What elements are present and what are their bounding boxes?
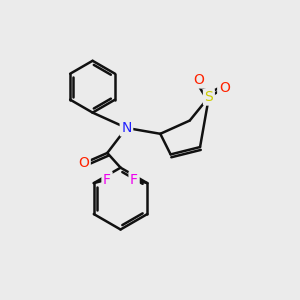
Text: O: O bbox=[193, 73, 204, 87]
Text: F: F bbox=[103, 172, 111, 187]
Text: N: N bbox=[121, 121, 132, 135]
Text: O: O bbox=[78, 156, 89, 170]
Text: O: O bbox=[219, 81, 230, 95]
Text: F: F bbox=[130, 172, 138, 187]
Text: S: S bbox=[205, 90, 213, 104]
